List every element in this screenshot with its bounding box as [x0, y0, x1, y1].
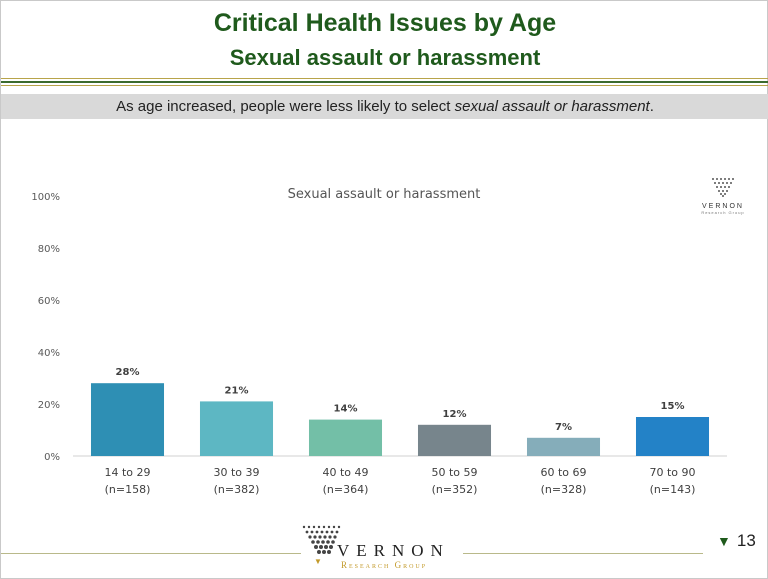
bar: [90, 383, 165, 456]
logo-triangle-icon: [712, 178, 734, 197]
finding-text: As age increased, people were less likel…: [116, 98, 455, 115]
bar: [199, 401, 274, 456]
y-tick-label: 100%: [31, 192, 60, 203]
slide-title: Critical Health Issues by Age: [213, 9, 557, 37]
logo-tagline: Research Group: [701, 210, 745, 215]
x-category-label: 70 to 90: [649, 466, 695, 479]
bar-value-label: 28%: [116, 367, 140, 378]
bar-value-label: 12%: [443, 409, 467, 420]
down-triangle-icon: ▼: [717, 533, 731, 549]
page-number-value: 13: [736, 531, 756, 550]
y-tick-label: 80%: [38, 244, 60, 255]
title-divider: [1, 81, 768, 83]
vernon-logo: ▼ VERNON Research Group: [299, 524, 467, 570]
bar-value-label: 7%: [555, 422, 572, 433]
y-tick-label: 40%: [38, 348, 60, 359]
x-sample-size-label: (n=158): [105, 483, 151, 496]
x-sample-size-label: (n=352): [432, 483, 478, 496]
bar: [417, 424, 492, 456]
x-category-label: 60 to 69: [540, 466, 586, 479]
finding-suffix: .: [649, 98, 654, 115]
chart-title: Sexual assault or harassment: [288, 187, 481, 202]
x-sample-size-label: (n=382): [214, 483, 260, 496]
slide-subtitle: Sexual assault or harassment: [229, 45, 541, 70]
bar-value-label: 15%: [661, 401, 685, 412]
gold-triangle-icon: ▼: [314, 557, 322, 566]
finding-banner: As age increased, people were less likel…: [1, 94, 768, 119]
vernon-logo-small: VERNON Research Group: [695, 177, 751, 215]
footer-divider: [463, 553, 703, 554]
finding-emphasis: sexual assault or harassment: [454, 98, 650, 115]
bar-value-label: 14%: [334, 404, 358, 415]
x-category-label: 50 to 59: [431, 466, 477, 479]
bar: [526, 437, 601, 456]
bar-value-label: 21%: [225, 385, 249, 396]
bar: [308, 419, 383, 456]
x-category-label: 30 to 39: [213, 466, 259, 479]
y-tick-label: 0%: [44, 452, 60, 463]
logo-tagline: Research Group: [341, 560, 428, 570]
y-tick-label: 20%: [38, 400, 60, 411]
x-category-label: 14 to 29: [104, 466, 150, 479]
x-sample-size-label: (n=143): [650, 483, 696, 496]
title-divider: [1, 78, 768, 79]
x-sample-size-label: (n=328): [541, 483, 587, 496]
footer-divider: [1, 553, 301, 554]
bar-chart: 0% 20% 40% 60% 80% 100% Sexual assault or har…: [31, 187, 727, 496]
logo-triangle-icon: [302, 525, 341, 554]
y-tick-label: 60%: [38, 296, 60, 307]
page-number: ▼ 13: [717, 531, 756, 551]
bar: [635, 417, 710, 456]
logo-wordmark: VERNON: [337, 541, 450, 560]
x-sample-size-label: (n=364): [323, 483, 369, 496]
title-divider: [1, 85, 768, 86]
x-category-label: 40 to 49: [322, 466, 368, 479]
logo-wordmark: VERNON: [702, 203, 744, 210]
